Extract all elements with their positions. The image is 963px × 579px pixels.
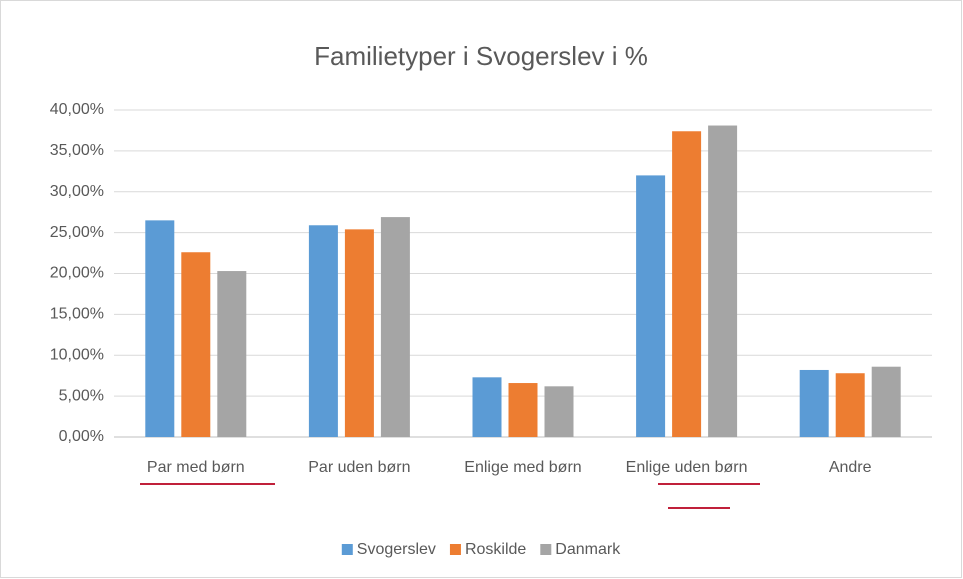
- x-tick-label: Enlige uden børn: [625, 459, 748, 476]
- bar: [380, 217, 410, 437]
- y-tick-label: 5,00%: [59, 387, 104, 404]
- legend-label: Svogerslev: [357, 541, 436, 558]
- x-tick-label: Par uden børn: [308, 459, 411, 476]
- x-tick-label: Par med børn: [146, 459, 245, 476]
- bar: [871, 366, 901, 437]
- x-tick-label: Andre: [828, 459, 872, 476]
- y-tick-label: 40,00%: [50, 101, 104, 118]
- y-tick-label: 10,00%: [50, 346, 104, 363]
- bar: [181, 252, 211, 437]
- bar: [217, 271, 247, 437]
- y-tick-label: 35,00%: [50, 142, 104, 159]
- legend-swatch: [341, 544, 353, 555]
- legend-swatch: [449, 544, 461, 555]
- y-tick-label: 0,00%: [59, 428, 104, 445]
- y-tick-label: 15,00%: [50, 306, 104, 323]
- y-tick-label: 20,00%: [50, 265, 104, 282]
- y-tick-label: 25,00%: [50, 224, 104, 241]
- bar: [672, 131, 702, 437]
- bar: [145, 220, 175, 437]
- legend-label: Roskilde: [465, 541, 526, 558]
- bar: [308, 225, 338, 437]
- x-tick-label: Enlige med børn: [464, 459, 582, 476]
- bar: [636, 175, 666, 437]
- bar: [344, 229, 374, 437]
- legend: Svogerslev Roskilde Danmark: [341, 541, 621, 558]
- legend-label: Danmark: [555, 541, 621, 558]
- bar: [472, 377, 502, 437]
- bars: [145, 125, 901, 437]
- bar: [708, 125, 738, 437]
- bar: [799, 369, 829, 437]
- bar: [835, 373, 865, 437]
- legend-swatch: [540, 544, 552, 555]
- chart-title: Familietyper i Svogerslev i %: [314, 41, 648, 71]
- bar: [544, 386, 574, 437]
- y-tick-label: 30,00%: [50, 183, 104, 200]
- bar: [508, 383, 538, 437]
